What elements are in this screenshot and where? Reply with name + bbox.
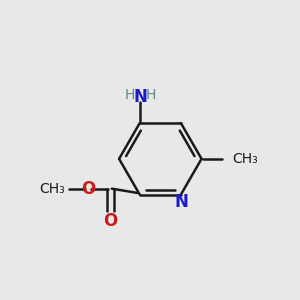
Text: O: O: [81, 180, 95, 198]
Text: H: H: [146, 88, 156, 102]
Text: CH₃: CH₃: [232, 152, 258, 166]
Text: O: O: [103, 212, 117, 230]
Text: N: N: [134, 88, 148, 106]
Text: H: H: [125, 88, 135, 102]
Text: N: N: [175, 193, 188, 211]
Text: CH₃: CH₃: [39, 182, 64, 196]
